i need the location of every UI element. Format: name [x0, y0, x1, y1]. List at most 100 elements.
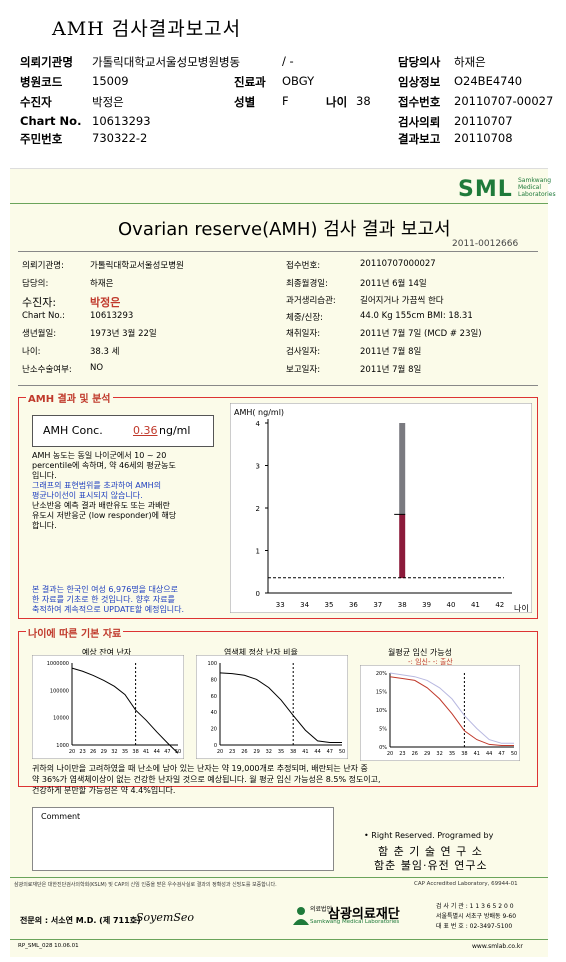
report-title: Ovarian reserve(AMH) 검사 결과 보고서 — [118, 219, 451, 240]
amh-chart-bg — [230, 403, 532, 613]
analysis-text: AMH 농도는 동일 나이군에서 10 ~ 20 percentile에 속하며,… — [32, 451, 176, 531]
note-line: 축적하여 계속적으로 UPDATE할 예정입니다. — [32, 605, 185, 614]
amh-x-tick-label: 33 — [276, 601, 285, 609]
header-value-right: 20110707 — [454, 114, 513, 128]
header-value-right: O24BE4740 — [454, 74, 523, 88]
amh-x-tick-label: 42 — [495, 601, 504, 609]
comment-box: Comment — [32, 807, 334, 871]
amh-conc-label: AMH Conc. — [43, 424, 103, 437]
analysis-line: 합니다. — [32, 521, 57, 530]
mini-x-tick-label: 20 — [387, 751, 393, 757]
summary-line-1: 귀하의 나이만을 고려하였을 때 난소에 남아 있는 난자는 약 19,000개… — [32, 764, 368, 773]
right-info-value: 2011년 7월 7일 (MCD # 23일) — [360, 329, 482, 339]
age-data-section — [18, 631, 538, 787]
mini-chart-bg — [196, 655, 348, 759]
mini-x-tick-label: 20 — [217, 749, 223, 755]
right-info-value: 2011년 6월 14일 — [360, 279, 427, 289]
mini-x-tick-label: 29 — [424, 751, 430, 757]
note-line: 한 자료를 기초로 한 것입니다. 향후 자료를 — [32, 595, 175, 604]
mini-x-tick-label: 23 — [79, 749, 85, 755]
mini-y-tick-label: 10% — [376, 708, 387, 714]
left-info-key: 난소수술여부: — [22, 365, 72, 375]
amh-x-tick-label: 40 — [447, 601, 456, 609]
mini-y-tick-label: 15% — [376, 690, 387, 696]
header-label-mid: 진료과 — [234, 75, 266, 89]
amh-x-tick-label: 34 — [300, 601, 309, 609]
right-info-key: 보고일자: — [286, 365, 321, 375]
foundation-logo-icon — [292, 905, 310, 927]
amh-y-axis-label: AMH( ng/ml) — [234, 408, 284, 417]
mini3-legend: -: 임신- -: 출산 — [408, 658, 453, 666]
header-value-right: 20110707-00027 — [454, 94, 554, 108]
header-value: 10613293 — [92, 114, 151, 128]
header-label-age: 나이 — [326, 95, 348, 109]
mini-y-tick-label: 20 — [211, 727, 217, 733]
header-label-mid: 성별 — [234, 95, 256, 109]
amh-x-tick-label: 36 — [349, 601, 358, 609]
mini-y-tick-label: 5% — [379, 727, 387, 733]
amh-value: 0.36 — [133, 424, 158, 437]
sml-logo-sub: Samkwang Medical Laboratories — [518, 177, 556, 198]
mini-x-tick-label: 50 — [511, 751, 517, 757]
analysis-line: 난소반응 예측 결과 배란유도 또는 과배란 — [32, 501, 170, 510]
mini-series-line — [219, 672, 342, 744]
amh-result-section — [18, 397, 538, 619]
info-rule-top — [18, 251, 538, 252]
header-value-age: 38 — [356, 94, 371, 108]
amh-x-tick-label: 38 — [398, 601, 407, 609]
mini-x-tick-label: 26 — [241, 749, 247, 755]
mini-x-tick-label: 47 — [164, 749, 170, 755]
header-label-right: 접수번호 — [398, 95, 441, 109]
mini-x-tick-label: 35 — [122, 749, 128, 755]
left-info-value: 박정은 — [90, 296, 121, 309]
mini-x-tick-label: 32 — [436, 751, 442, 757]
website-link[interactable]: www.smlab.co.kr — [472, 943, 523, 950]
sml-logo: SML — [458, 177, 513, 202]
mini-y-tick-label: 10000 — [53, 716, 69, 722]
contact-line-2: 서울특별시 서초구 방배동 9-60 — [436, 913, 517, 920]
right-info-key: 채취일자: — [286, 329, 321, 339]
mini-x-tick-label: 20 — [69, 749, 75, 755]
right-info-value: 20110707000027 — [360, 259, 436, 269]
mini-x-tick-label: 47 — [327, 749, 333, 755]
contact-line-1: 검 사 기 관 : 1 1 3 6 5 2 0 0 — [436, 903, 514, 910]
mini-x-tick-label: 29 — [101, 749, 107, 755]
mini-y-tick-label: 20% — [376, 671, 387, 677]
analysis-line: 평균나이선이 표시되지 않습니다. — [32, 491, 143, 500]
mini-y-tick-label: 0 — [214, 743, 217, 749]
analysis-line: 입니다. — [32, 471, 57, 480]
mini-x-tick-label: 32 — [111, 749, 117, 755]
mini-x-tick-label: 26 — [90, 749, 96, 755]
form-code: RP_SML_028 10.06.01 — [18, 943, 79, 949]
amh-section-label: AMH 결과 및 분석 — [26, 390, 113, 405]
mini3-title: 월평균 임신 가능성 — [388, 648, 452, 657]
signature: SoyemSeo — [136, 911, 194, 924]
amh-conc-box: AMH Conc. 0.36 ng/ml — [32, 415, 214, 447]
header-value-suffix: / - — [282, 54, 294, 68]
comment-label: Comment — [41, 812, 81, 821]
amh-x-axis-label: 나이 — [514, 603, 529, 613]
mini-chart-bg — [32, 655, 184, 759]
mini-series-line — [389, 672, 514, 744]
lab-name-1: 함 춘 기 술 연 구 소 — [378, 845, 483, 858]
amh-y-tick-label: 3 — [256, 463, 260, 471]
mini-series-line — [71, 667, 179, 754]
mini-y-tick-label: 1000 — [56, 743, 69, 749]
mini-x-tick-label: 44 — [486, 751, 492, 757]
mini-x-tick-label: 38 — [461, 751, 467, 757]
header-label: 수진자 — [20, 95, 52, 109]
analysis-line: 유도시 저반응군 (low responder)에 해당 — [32, 511, 177, 520]
document-title: AMH 검사결과보고서 — [52, 18, 242, 40]
analysis-line: AMH 농도는 동일 나이군에서 10 ~ 20 — [32, 451, 167, 460]
mini-x-tick-label: 29 — [253, 749, 259, 755]
mini-y-tick-label: 60 — [211, 694, 217, 700]
right-info-key: 과거생리습관: — [286, 296, 336, 306]
left-info-value: 하재은 — [90, 279, 114, 289]
pregnancy-chart: 0% 5% 10% 15% 20% 20 23 26 29 32 35 38 41 44 47 50 — [360, 665, 520, 761]
left-info-value: 가톨릭대학교서울성모병원 — [90, 261, 184, 271]
right-info-key: 접수번호: — [286, 261, 321, 271]
mini-x-tick-label: 50 — [175, 749, 181, 755]
header-value-right: 20110708 — [454, 131, 513, 145]
info-rule-bottom — [18, 385, 538, 386]
